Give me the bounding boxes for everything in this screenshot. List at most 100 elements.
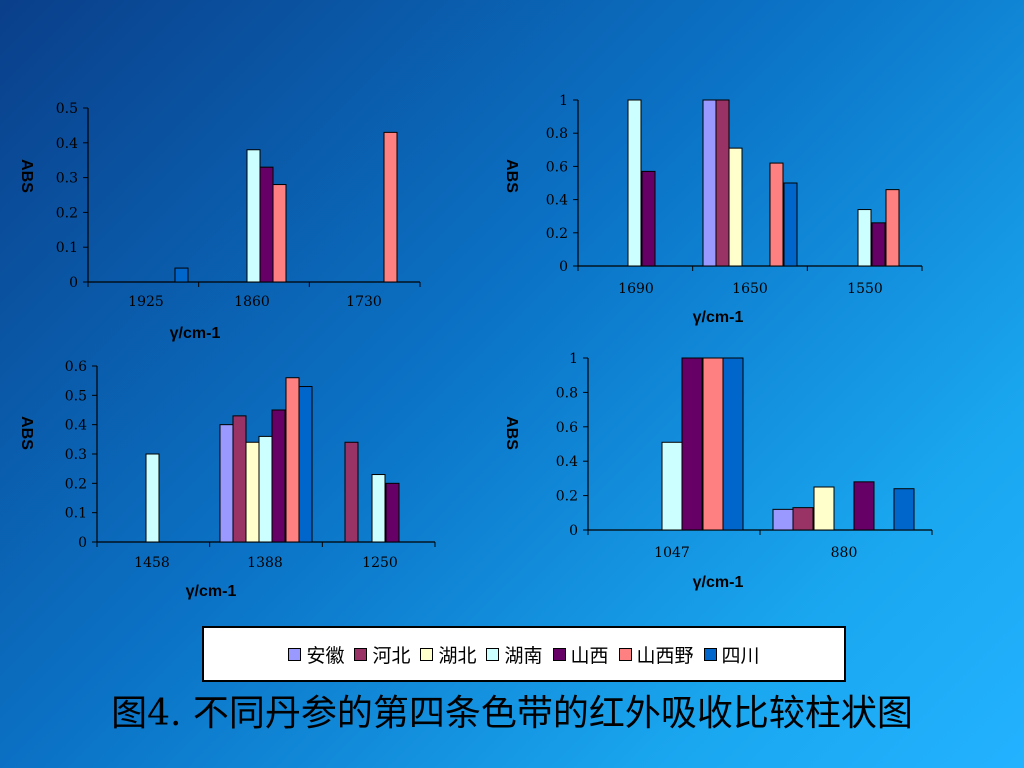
bar: [857, 209, 872, 267]
legend-swatch: [618, 647, 632, 661]
figure-caption: 图4. 不同丹参的第四条色带的红外吸收比较柱状图: [111, 693, 913, 734]
y-axis-label: ABS: [503, 159, 520, 193]
y-tick-label: 0.2: [556, 489, 578, 505]
legend-item: 湖南: [486, 641, 543, 668]
y-tick-label: 0.5: [56, 101, 78, 117]
x-tick-label: 1690: [618, 281, 654, 297]
legend: 安徽 河北 湖北 湖南 山西 山西野 四川: [202, 626, 846, 682]
bar: [285, 377, 300, 543]
legend-item: 河北: [354, 641, 410, 668]
y-tick-label: 0: [569, 523, 578, 539]
y-tick-label: 0.3: [56, 171, 78, 187]
y-tick-label: 0.6: [556, 420, 578, 436]
legend-label: 河北: [372, 644, 411, 667]
bar-chart-1: 0 0.1 0.2 0.3 0.4 0.5 1925 1860 1730 ABS γ/cm-1: [18, 101, 421, 342]
bar: [298, 386, 313, 543]
legend-label: 山西野: [636, 644, 694, 667]
legend-label: 四川: [721, 644, 760, 667]
x-axis-label: γ/cm-1: [693, 309, 744, 326]
x-tick-label: 1047: [654, 545, 690, 561]
legend-swatch: [288, 647, 302, 661]
bar: [722, 357, 744, 531]
bar: [219, 424, 234, 543]
y-axis-label: ABS: [18, 159, 35, 193]
bar: [344, 441, 359, 543]
bar: [246, 149, 261, 283]
bar: [728, 147, 743, 267]
bar: [853, 481, 875, 531]
bar: [792, 507, 814, 531]
x-tick-label: 1925: [128, 294, 164, 310]
bar: [272, 184, 287, 283]
legend-label: 安徽: [306, 644, 345, 667]
bar: [681, 357, 703, 531]
y-tick-label: 0.2: [546, 226, 568, 242]
bar: [783, 182, 798, 267]
y-tick-label: 0.1: [56, 240, 78, 256]
legend-item: 山西野: [618, 641, 694, 668]
x-tick-label: 880: [831, 545, 858, 561]
y-tick-label: 1: [569, 351, 578, 367]
legend-item: 安徽: [288, 641, 344, 668]
bar-chart-3: 0 0.1 0.2 0.3 0.4 0.5 0.6 1458 1388 1250 ABS γ/cm-1: [18, 359, 436, 600]
x-axis-label: γ/cm-1: [693, 574, 744, 591]
x-tick-label: 1388: [247, 555, 283, 571]
y-tick-label: 0.2: [56, 205, 78, 221]
x-axis-label: γ/cm-1: [186, 583, 237, 600]
y-axis-label: ABS: [503, 416, 520, 450]
legend-item: 湖北: [420, 641, 476, 668]
y-tick-label: 0.4: [556, 454, 578, 470]
bar: [174, 267, 189, 283]
bar: [245, 441, 260, 543]
y-tick-label: 0: [69, 275, 78, 291]
x-tick-label: 1860: [234, 294, 270, 310]
bar: [702, 99, 717, 267]
legend-swatch: [486, 647, 500, 661]
x-tick-label: 1250: [362, 555, 398, 571]
x-axis-label: γ/cm-1: [170, 325, 221, 342]
bar-chart-4: 0 0.2 0.4 0.6 0.8 1 1047 880 ABS γ/cm-1: [503, 351, 933, 591]
y-tick-label: 0.6: [65, 359, 87, 375]
bar-chart-2: 0 0.2 0.4 0.6 0.8 1 1690 1650 1550 ABS γ/cm-1: [503, 93, 923, 326]
bar: [385, 482, 400, 543]
y-tick-label: 0: [559, 259, 568, 275]
bar: [271, 409, 286, 543]
y-tick-label: 1: [559, 93, 568, 109]
y-tick-label: 0.8: [556, 385, 578, 401]
y-tick-label: 0: [78, 535, 87, 551]
bar: [769, 162, 784, 267]
legend-swatch: [354, 647, 368, 661]
y-tick-label: 0.2: [65, 476, 87, 492]
y-tick-label: 0.5: [65, 388, 87, 404]
bar: [813, 486, 835, 531]
legend-swatch: [552, 647, 566, 661]
legend-swatch: [703, 647, 717, 661]
x-tick-label: 1550: [847, 281, 883, 297]
bar: [715, 99, 730, 267]
y-axis-label: ABS: [18, 416, 35, 450]
bar: [627, 99, 642, 267]
bar: [259, 166, 274, 283]
y-tick-label: 0.4: [546, 193, 568, 209]
y-tick-label: 0.6: [546, 159, 568, 175]
bar: [893, 488, 915, 531]
bar: [871, 222, 886, 267]
legend-swatch: [420, 647, 434, 661]
legend-label: 山西: [570, 644, 609, 667]
bar: [232, 415, 247, 543]
x-tick-label: 1458: [134, 555, 170, 571]
x-tick-label: 1650: [732, 281, 768, 297]
y-tick-label: 0.1: [65, 506, 87, 522]
bar: [641, 170, 656, 267]
bar: [885, 189, 900, 267]
bar: [661, 441, 683, 531]
bar: [371, 474, 386, 543]
y-tick-label: 0.8: [546, 126, 568, 142]
legend-label: 湖北: [438, 644, 477, 667]
x-tick-label: 1730: [346, 294, 382, 310]
y-tick-label: 0.4: [65, 418, 87, 434]
y-tick-label: 0.4: [56, 136, 78, 152]
bar: [383, 131, 398, 283]
bar: [772, 508, 794, 531]
